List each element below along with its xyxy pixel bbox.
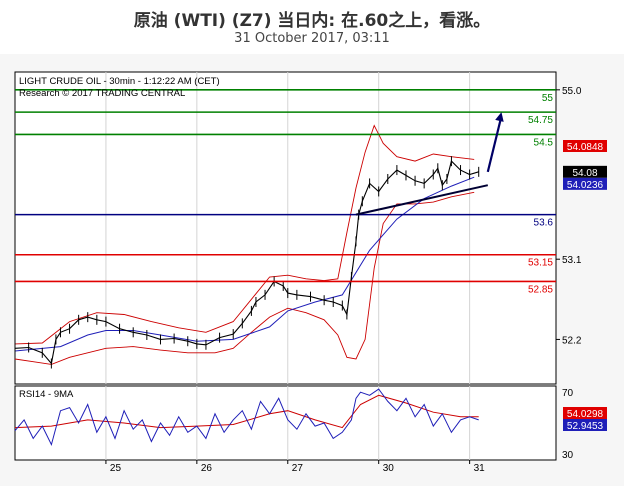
lower-bollinger-band bbox=[14, 191, 475, 365]
price-series-group bbox=[14, 124, 480, 369]
pivot-label: 53.6 bbox=[534, 218, 554, 229]
x-tick-label: 30 bbox=[383, 463, 395, 474]
resistance-3-label: 55 bbox=[542, 93, 554, 104]
resistance-1-label: 54.5 bbox=[534, 137, 554, 148]
upper-band-tag-label: 54.0848 bbox=[567, 142, 604, 153]
bullish-arrow-shaft bbox=[486, 115, 503, 173]
resistance-2-label: 54.75 bbox=[528, 115, 553, 126]
x-tick-label: 31 bbox=[474, 463, 486, 474]
levels-group: 55 54.75 54.5 53.6 53.15 52.85 bbox=[15, 89, 556, 295]
rsi-line bbox=[14, 388, 479, 447]
price-grid bbox=[105, 72, 471, 384]
ma-tag-box bbox=[563, 177, 607, 190]
ma-tag-label: 54.0236 bbox=[567, 180, 604, 191]
price-panel-frame bbox=[14, 71, 557, 385]
axis-labels-group: 25 26 27 30 31 52.2 53.1 55.0 30 70 bbox=[105, 86, 582, 474]
price-chart-subtitle: Research © 2017 TRADING CENTRAL bbox=[19, 88, 185, 99]
x-tick-label: 25 bbox=[110, 463, 122, 474]
support-trendline bbox=[355, 184, 489, 216]
rsi-y-tick-label: 70 bbox=[562, 388, 574, 399]
page-date: 31 October 2017, 03:11 bbox=[234, 31, 390, 46]
rsi-tag-label: 52.9453 bbox=[567, 421, 604, 432]
support-2-label: 52.85 bbox=[528, 284, 553, 295]
page-title: 原油 (WTI) (Z7) 当日内: 在.60之上，看涨。 bbox=[133, 11, 491, 31]
price-y-tick-label: 53.1 bbox=[562, 255, 582, 266]
x-tick-label: 26 bbox=[201, 463, 213, 474]
rsi-y-tick-label: 30 bbox=[562, 450, 574, 461]
x-tick-label: 27 bbox=[292, 463, 304, 474]
upper-bollinger-band bbox=[14, 124, 475, 345]
support-1-label: 53.15 bbox=[528, 258, 553, 269]
rsi-ma-tag-box bbox=[563, 407, 607, 419]
last-price-tag-box bbox=[563, 165, 607, 178]
price-y-tick-label: 55.0 bbox=[562, 86, 582, 97]
rsi-ma-tag-label: 54.0298 bbox=[567, 409, 604, 420]
bullish-arrow-head bbox=[495, 112, 504, 122]
rsi-series-group bbox=[14, 388, 479, 447]
rsi-ma-line bbox=[14, 394, 479, 429]
rsi-chart-title: RSI14 - 9MA bbox=[19, 389, 74, 400]
rsi-panel-frame bbox=[14, 385, 557, 461]
moving-average-line bbox=[14, 176, 475, 352]
rsi-tag-box bbox=[563, 419, 607, 431]
price-y-tick-label: 52.2 bbox=[562, 335, 582, 346]
last-price-tag-label: 54.08 bbox=[572, 168, 597, 179]
rsi-grid bbox=[105, 386, 471, 460]
price-chart-title: LIGHT CRUDE OIL - 30min - 1:12:22 AM (CE… bbox=[19, 76, 220, 87]
upper-band-tag-box bbox=[563, 140, 607, 152]
